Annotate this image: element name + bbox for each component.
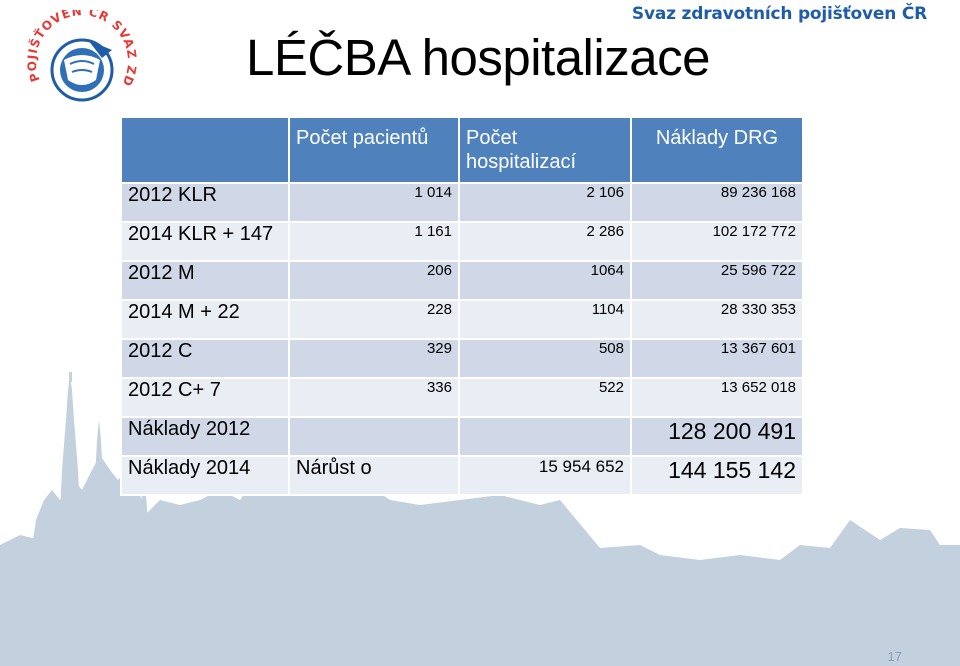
row-label: 2012 C [120, 338, 290, 379]
cell-pocet-pacientu: 1 161 [288, 221, 460, 262]
row-label: Náklady 2012 [120, 416, 290, 457]
cell-pocet-pacientu: 336 [288, 377, 460, 418]
cell-naklady-2012-value: 128 200 491 [630, 416, 804, 457]
cell-empty [288, 416, 460, 457]
hospitalizace-table: Počet pacientů Počet hospitalizací Nákla… [120, 116, 804, 496]
cell-pocet-hospitalizaci: 522 [458, 377, 632, 418]
cell-narust-label: Nárůst o [288, 455, 460, 496]
cell-pocet-pacientu: 206 [288, 260, 460, 301]
cell-pocet-pacientu: 329 [288, 338, 460, 379]
table-row-naklady-2012: Náklady 2012 128 200 491 [120, 416, 804, 457]
table-header-row: Počet pacientů Počet hospitalizací Nákla… [120, 116, 804, 184]
cell-naklady-drg: 25 596 722 [630, 260, 804, 301]
table-row-naklady-2014: Náklady 2014 Nárůst o 15 954 652 144 155… [120, 455, 804, 496]
cell-pocet-hospitalizaci: 2 106 [458, 182, 632, 223]
page-number: 17 [887, 649, 902, 664]
cell-empty [458, 416, 632, 457]
cell-naklady-drg: 13 367 601 [630, 338, 804, 379]
header-naklady-drg: Náklady DRG [630, 116, 804, 184]
cell-pocet-pacientu: 228 [288, 299, 460, 340]
cell-pocet-hospitalizaci: 1104 [458, 299, 632, 340]
header-pocet-hospitalizaci: Počet hospitalizací [458, 116, 632, 184]
table-row: 2014 KLR + 147 1 161 2 286 102 172 772 [120, 221, 804, 262]
cell-pocet-hospitalizaci: 1064 [458, 260, 632, 301]
table-row: 2012 C 329 508 13 367 601 [120, 338, 804, 379]
row-label: Náklady 2014 [120, 455, 290, 496]
cell-naklady-drg: 13 652 018 [630, 377, 804, 418]
table-row: 2014 M + 22 228 1104 28 330 353 [120, 299, 804, 340]
row-label: 2012 KLR [120, 182, 290, 223]
header-empty [120, 116, 290, 184]
header-pocet-pacientu: Počet pacientů [288, 116, 460, 184]
cell-naklady-2014-value: 144 155 142 [630, 455, 804, 496]
cell-pocet-pacientu: 1 014 [288, 182, 460, 223]
cell-pocet-hospitalizaci: 2 286 [458, 221, 632, 262]
cell-naklady-drg: 28 330 353 [630, 299, 804, 340]
row-label: 2012 C+ 7 [120, 377, 290, 418]
page-title: LÉČBA hospitalizace [246, 29, 710, 86]
row-label: 2014 M + 22 [120, 299, 290, 340]
brand-name: Svaz zdravotních pojišťoven ČR [631, 4, 927, 24]
cell-naklady-drg: 89 236 168 [630, 182, 804, 223]
cell-pocet-hospitalizaci: 508 [458, 338, 632, 379]
cell-narust-value: 15 954 652 [458, 455, 632, 496]
table-row: 2012 KLR 1 014 2 106 89 236 168 [120, 182, 804, 223]
table-row: 2012 M 206 1064 25 596 722 [120, 260, 804, 301]
table-row: 2012 C+ 7 336 522 13 652 018 [120, 377, 804, 418]
row-label: 2012 M [120, 260, 290, 301]
row-label: 2014 KLR + 147 [120, 221, 290, 262]
svaz-logo-icon: POJIŠŤOVEN ČR SVAZ ZDRAVOTNÍCH [18, 10, 138, 122]
cell-naklady-drg: 102 172 772 [630, 221, 804, 262]
